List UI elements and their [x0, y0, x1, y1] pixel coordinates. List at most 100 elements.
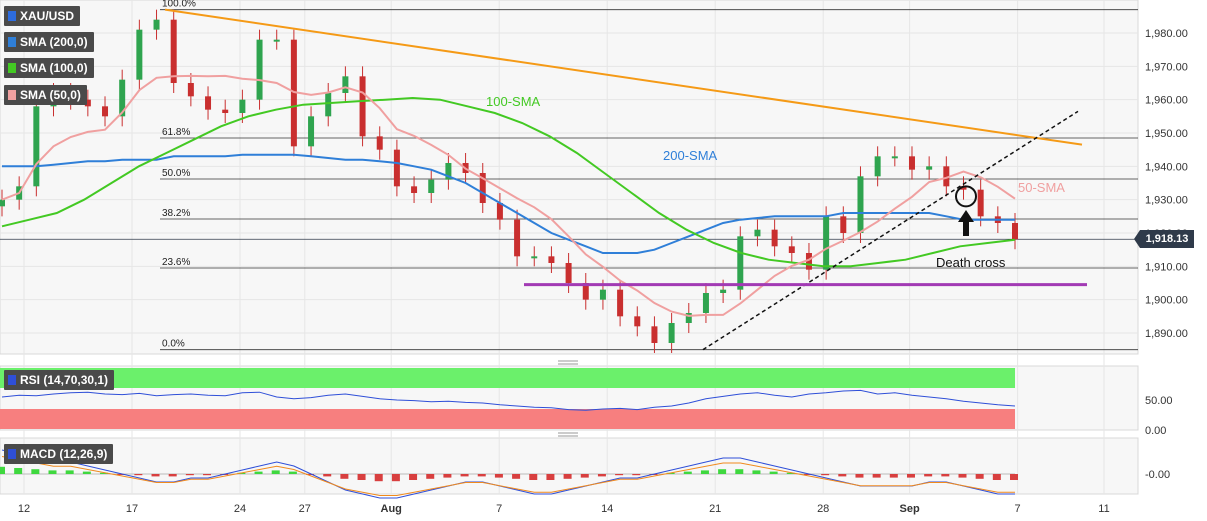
candle-body: [651, 326, 658, 343]
candle-body: [582, 283, 589, 300]
rsi-legend[interactable]: RSI (14,70,30,1): [4, 370, 115, 390]
candle-body: [720, 289, 727, 293]
pane-splitter-macd[interactable]: [558, 432, 578, 437]
sma200-annotation: 200-SMA: [663, 148, 718, 163]
macd-histogram-bar: [357, 474, 366, 480]
macd-histogram-bar: [306, 474, 315, 475]
time-tick-label: 7: [496, 503, 502, 515]
rsi-oversold-zone: [0, 409, 1015, 429]
rsi-line: [1, 389, 1016, 411]
macd-legend[interactable]: MACD (12,26,9): [4, 444, 114, 464]
macd-histogram-bar: [374, 474, 383, 482]
resistance-trendline: [164, 8, 1083, 146]
candle-body: [102, 106, 109, 117]
macd-histogram-bar: [872, 474, 881, 478]
candle-body: [685, 313, 692, 323]
macd-histogram-bar: [597, 474, 606, 477]
macd-histogram-bar: [31, 469, 40, 474]
candle-body: [170, 19, 177, 84]
macd-histogram-bar: [100, 472, 109, 474]
macd-histogram-bar: [134, 474, 143, 476]
macd-histogram-bar: [477, 474, 486, 477]
candle-body: [222, 109, 229, 113]
macd-histogram-bar: [82, 471, 91, 474]
time-tick-label: Sep: [900, 503, 920, 515]
fib-label: 50.0%: [162, 168, 190, 179]
price-tick-label: 1,970.00: [1145, 61, 1188, 73]
macd-histogram-bar: [683, 471, 692, 474]
candle-body: [359, 76, 366, 137]
candles: [0, 9, 1018, 353]
candle-body: [205, 96, 212, 110]
macd-histogram-bar: [203, 474, 212, 476]
sma100-legend-text: SMA (100,0): [20, 61, 88, 75]
candle-body: [428, 179, 435, 193]
price-tick-label: 1,980.00: [1145, 28, 1188, 40]
candle-body: [84, 99, 91, 107]
macd-histogram-bar: [958, 474, 967, 478]
candle-body: [702, 293, 709, 313]
candle-body: [531, 256, 538, 259]
candle-body: [393, 149, 400, 187]
moving-averages: [1, 74, 1016, 317]
candle-body: [187, 83, 194, 97]
macd-histogram-bar: [786, 472, 795, 474]
candle-body: [874, 156, 881, 177]
macd-histogram-bar: [855, 474, 864, 478]
pane-splitter-rsi[interactable]: [558, 360, 578, 365]
macd-histogram-bar: [752, 470, 761, 474]
price-tick-label: 1,900.00: [1145, 295, 1188, 307]
macd-histogram-bar: [151, 474, 160, 477]
macd-histogram-bar: [323, 474, 332, 477]
candle-body: [754, 229, 761, 237]
candle-body: [496, 203, 503, 220]
macd-histogram-bar: [48, 470, 57, 474]
candle-body: [119, 79, 126, 117]
sma100-legend[interactable]: SMA (100,0): [4, 58, 94, 78]
macd-histogram-bar: [426, 474, 435, 479]
candle-body: [565, 263, 572, 283]
time-tick-label: 11: [1098, 503, 1109, 515]
sma100-line: [1, 96, 1016, 268]
macd-indicator: -0.00: [0, 449, 1170, 499]
candle-body: [548, 256, 555, 263]
price-tick-label: 1,960.00: [1145, 95, 1188, 107]
macd-histogram-bar: [889, 474, 898, 478]
candle-body: [908, 156, 915, 170]
macd-histogram-bar: [460, 474, 469, 477]
sma50-line: [1, 74, 1016, 317]
macd-histogram-bar: [340, 474, 349, 479]
price-axis[interactable]: 1,890.001,900.001,910.001,920.001,930.00…: [1145, 28, 1188, 340]
time-tick-label: Aug: [381, 503, 402, 515]
candle-body: [857, 176, 864, 233]
death-cross-annotation: Death cross: [936, 255, 1006, 270]
macd-histogram-bar: [391, 474, 400, 482]
sma50-legend[interactable]: SMA (50,0): [4, 85, 87, 105]
rsi-legend-text: RSI (14,70,30,1): [20, 373, 109, 387]
macd-histogram-bar: [529, 474, 538, 480]
fib-label: 100.0%: [162, 0, 196, 10]
sma200-legend[interactable]: SMA (200,0): [4, 32, 94, 52]
macd-histogram-bar: [718, 469, 727, 474]
sma200-line: [2, 153, 1015, 254]
macd-histogram-bar: [0, 466, 5, 474]
time-axis[interactable]: 12 17 24 27 Aug 7 14 21 28 Sep 7 11: [18, 503, 1110, 515]
price-tick-label: 1,940.00: [1145, 161, 1188, 173]
fibonacci-levels: 100.0% 61.8% 50.0% 38.2% 23.6% 0.0%: [0, 0, 1138, 351]
candle-body: [977, 189, 984, 217]
candle-body: [376, 136, 383, 150]
sma50-annotation: 50-SMA: [1018, 180, 1065, 195]
macd-histogram-bar: [906, 474, 915, 478]
candle-body: [308, 116, 315, 147]
macd-histogram-bar: [185, 474, 194, 476]
symbol-label[interactable]: XAU/USD: [4, 6, 81, 26]
price-tick-label: 1,950.00: [1145, 128, 1188, 140]
rsi-tick-label: 50.00: [1145, 395, 1173, 407]
macd-histogram-bar: [65, 470, 74, 474]
macd-panel[interactable]: [0, 437, 1139, 495]
rsi-overbought-zone: [0, 368, 1015, 388]
candle-body: [0, 199, 5, 207]
candle-body: [891, 156, 898, 159]
macd-tick-label: -0.00: [1145, 469, 1170, 481]
